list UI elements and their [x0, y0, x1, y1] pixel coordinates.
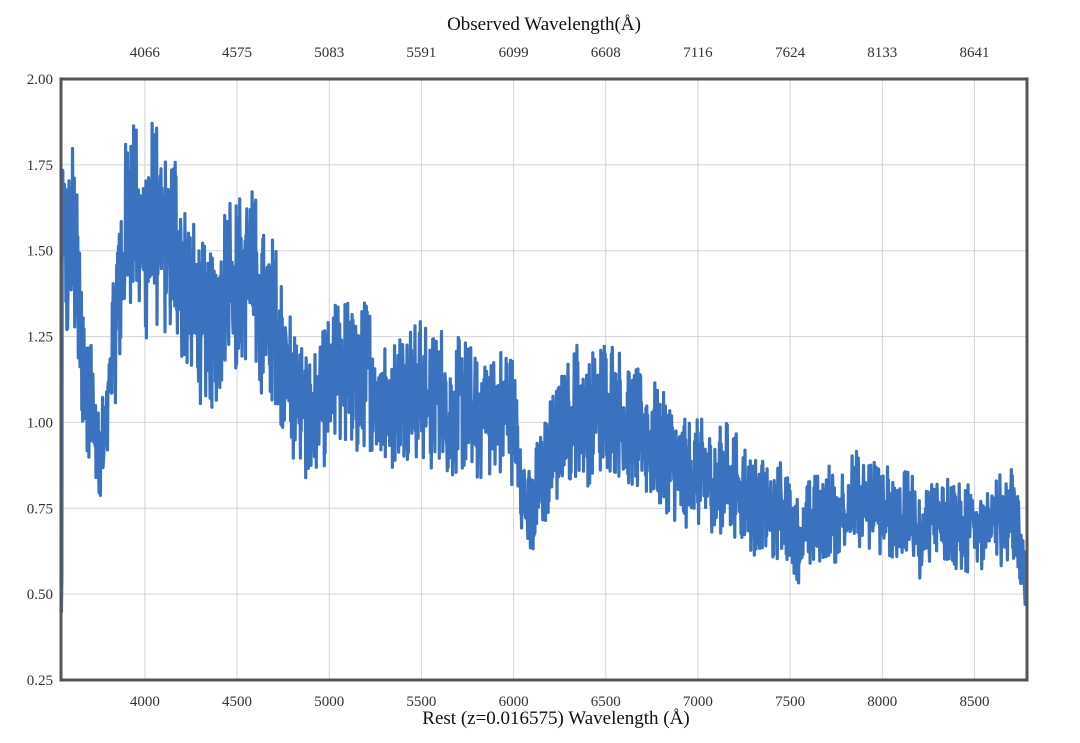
x-tick-label: 7000 [683, 694, 713, 710]
x2-tick-label: 4575 [222, 45, 252, 61]
x-tick-label: 5500 [406, 694, 436, 710]
x2-tick-label: 8133 [867, 45, 897, 61]
y-tick-label: 0.25 [27, 673, 53, 689]
x-tick-label: 4500 [222, 694, 252, 710]
x-tick-label: 7500 [775, 694, 805, 710]
y-tick-label: 2.00 [27, 72, 53, 88]
rest-wavelength-axis-title: Rest (z=0.016575) Wavelength (Å) [422, 708, 689, 729]
y-tick-label: 0.75 [27, 501, 53, 517]
y-tick-label: 1.00 [27, 415, 53, 431]
x2-tick-label: 8641 [959, 45, 989, 61]
x2-tick-label: 7624 [775, 45, 806, 61]
y-tick-label: 1.25 [27, 330, 53, 346]
x2-tick-label: 6099 [499, 45, 529, 61]
x2-tick-label: 6608 [591, 45, 621, 61]
flux-tick-labels: 0.25 0.50 0.75 1.00 1.25 1.50 1.75 2.00 [27, 72, 53, 689]
x-tick-label: 6500 [591, 694, 621, 710]
plot-frame [59, 77, 1029, 682]
spectrum-series-line [59, 121, 1029, 614]
x2-tick-label: 5083 [314, 45, 344, 61]
x2-tick-label: 5591 [406, 45, 436, 61]
x-tick-label: 8000 [867, 694, 897, 710]
x2-tick-label: 4066 [130, 45, 161, 61]
x-tick-label: 5000 [314, 694, 344, 710]
observed-wavelength-axis-title: Observed Wavelength(Å) [447, 14, 641, 35]
x-tick-label: 4000 [130, 694, 160, 710]
x-tick-label: 8500 [959, 694, 989, 710]
x2-tick-label: 7116 [683, 45, 713, 61]
y-tick-label: 1.50 [27, 244, 53, 260]
y-tick-label: 1.75 [27, 158, 53, 174]
observed-wavelength-tick-labels: 4066 4575 5083 5591 6099 6608 7116 7624 8133 8641 [130, 45, 990, 61]
rest-wavelength-tick-labels: 4000 4500 5000 5500 6000 6500 7000 7500 8000 8500 [130, 694, 990, 710]
series-layer [59, 121, 1029, 614]
y-tick-label: 0.50 [27, 587, 53, 603]
x-tick-label: 6000 [499, 694, 529, 710]
